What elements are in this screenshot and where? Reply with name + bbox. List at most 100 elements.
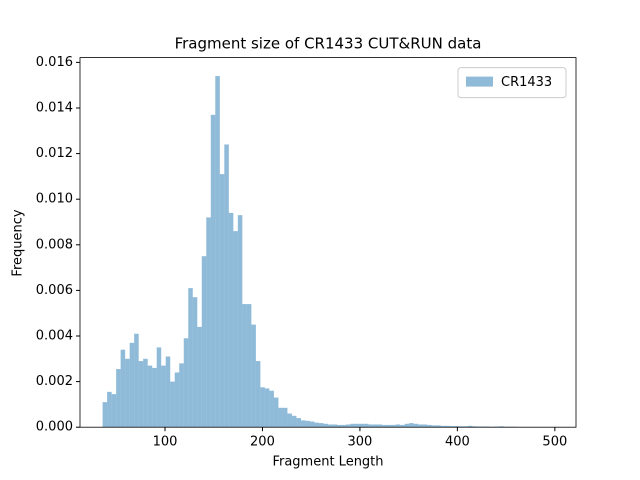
y-axis-label: Frequency [11, 209, 26, 276]
y-tick-label: 0.000 [36, 420, 73, 435]
bar [111, 394, 117, 428]
bar [255, 361, 261, 428]
bar [147, 365, 153, 428]
bar [436, 425, 441, 428]
bar [224, 144, 229, 428]
bar [107, 391, 112, 428]
y-tick-label: 0.010 [36, 192, 73, 207]
bar [472, 426, 477, 428]
bar [282, 407, 288, 428]
bar [134, 333, 139, 428]
bar [337, 424, 342, 428]
legend-label: CR1433 [501, 75, 552, 90]
bar [269, 390, 274, 428]
bar [355, 423, 360, 428]
bar [454, 426, 459, 428]
bar [197, 326, 202, 428]
bar [210, 114, 216, 428]
legend-swatch [466, 76, 493, 87]
bar [296, 418, 301, 428]
bar [346, 424, 351, 428]
bar [445, 425, 450, 428]
bar [125, 358, 130, 428]
bar [138, 361, 144, 428]
bar [499, 426, 504, 428]
bar [228, 212, 234, 428]
y-tick-label: 0.006 [36, 283, 73, 298]
bar [373, 424, 378, 428]
bar [332, 424, 338, 428]
bar [386, 424, 392, 428]
bar [129, 342, 135, 428]
bar [300, 420, 306, 428]
bar [409, 423, 414, 428]
bar [467, 425, 473, 428]
chart-title: Fragment size of CR1433 CUT&RUN data [175, 35, 482, 53]
plot-frame [79, 57, 577, 428]
bar [463, 426, 468, 428]
bar [165, 356, 171, 428]
x-tick-label: 200 [250, 435, 275, 450]
bar [395, 424, 401, 428]
x-tick-label: 100 [153, 435, 178, 450]
bar [242, 304, 247, 428]
bar [350, 423, 356, 428]
bar [449, 426, 455, 428]
bar [251, 324, 256, 428]
bar [418, 424, 423, 428]
bar [206, 217, 211, 428]
bar [116, 369, 121, 428]
bar [364, 423, 369, 428]
bar [431, 425, 437, 428]
x-tick-label: 400 [445, 435, 470, 450]
bar [219, 174, 225, 428]
bar [422, 424, 428, 428]
bar [192, 297, 198, 428]
bar [264, 388, 270, 428]
bar [188, 288, 193, 428]
y-tick-label: 0.004 [36, 328, 73, 343]
bar [161, 365, 166, 428]
x-tick-label: 300 [348, 435, 373, 450]
bar [314, 422, 319, 428]
bar [391, 424, 396, 428]
bar [318, 423, 324, 428]
bar [287, 413, 292, 428]
bar [400, 424, 405, 428]
y-tick-label: 0.014 [36, 100, 73, 115]
x-axis-label: Fragment Length [272, 455, 383, 470]
bar [305, 420, 310, 428]
y-tick-label: 0.012 [36, 146, 73, 161]
bar [273, 397, 279, 428]
bar [382, 424, 387, 428]
bar [183, 338, 189, 428]
bar [246, 304, 252, 428]
bar [368, 424, 374, 428]
bar [260, 387, 265, 428]
bar [341, 424, 347, 428]
bar [201, 256, 207, 428]
bar [291, 415, 297, 428]
bar [404, 423, 410, 428]
bar [233, 231, 238, 428]
bar [440, 425, 446, 428]
bar [309, 421, 315, 428]
bar [427, 424, 432, 428]
bar [143, 358, 148, 428]
bar [359, 423, 365, 428]
bar [170, 381, 175, 428]
bar [152, 367, 157, 428]
y-tick-label: 0.002 [36, 374, 73, 389]
bar [120, 349, 126, 428]
bar [215, 76, 220, 428]
bar [413, 423, 419, 428]
bar [102, 402, 108, 428]
bar [179, 363, 184, 428]
bar [328, 424, 333, 428]
bar [156, 347, 162, 428]
y-tick-label: 0.008 [36, 237, 73, 252]
x-tick-label: 500 [542, 435, 567, 450]
bar [237, 215, 243, 428]
